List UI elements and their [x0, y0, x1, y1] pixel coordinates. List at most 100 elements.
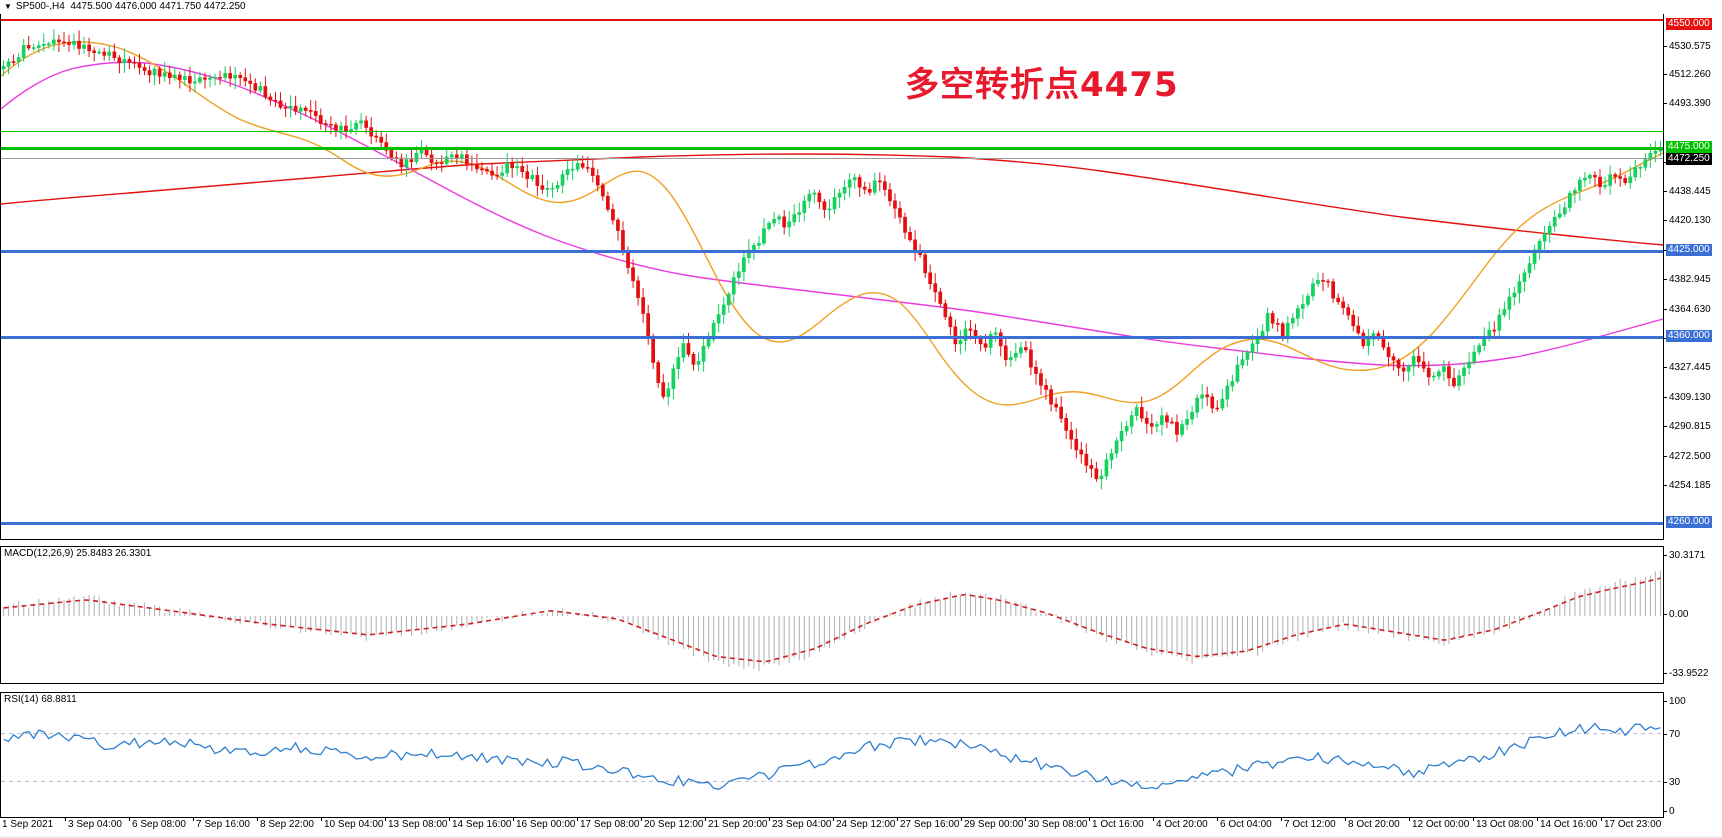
price-tag-last: 4472.250: [1666, 153, 1712, 165]
candlestick-series: [1, 29, 1663, 490]
time-label: 3 Sep 04:00: [68, 819, 122, 830]
time-tick: [449, 818, 450, 821]
time-tick: [1025, 818, 1026, 821]
rsi-tick: 70: [1664, 729, 1722, 741]
rsi-label: RSI(14) 68.8811: [4, 694, 77, 705]
time-label: 13 Oct 08:00: [1476, 819, 1534, 830]
price-tick: 4254.185: [1664, 480, 1722, 492]
time-tick: [513, 818, 514, 821]
macd-pane[interactable]: MACD(12,26,9) 25.8483 26.3301: [0, 546, 1664, 684]
time-tick: [577, 818, 578, 821]
time-label: 24 Sep 12:00: [836, 819, 896, 830]
rsi-line: [3, 722, 1661, 790]
level-line-4475: [1, 147, 1663, 150]
level-line-4260: [1, 522, 1663, 525]
time-label: 6 Oct 04:00: [1220, 819, 1272, 830]
price-tag-4425: 4425.000: [1666, 244, 1712, 256]
time-label: 29 Sep 00:00: [964, 819, 1024, 830]
time-label: 6 Sep 08:00: [132, 819, 186, 830]
time-tick: [1217, 818, 1218, 821]
time-label: 23 Sep 04:00: [772, 819, 832, 830]
time-label: 20 Sep 12:00: [644, 819, 704, 830]
price-tick: 4382.945: [1664, 274, 1722, 286]
rsi-pane[interactable]: RSI(14) 68.8811: [0, 692, 1664, 818]
price-tick: 4493.390: [1664, 98, 1722, 110]
time-tick: [705, 818, 706, 821]
time-tick: [1473, 818, 1474, 821]
chart-header: ▼ SP500-,H4 4475.500 4476.000 4471.750 44…: [0, 0, 1722, 14]
time-label: 14 Sep 16:00: [452, 819, 512, 830]
price-tick: 4309.130: [1664, 392, 1722, 404]
time-tick: [193, 818, 194, 821]
price-tag-4550: 4550.000: [1666, 18, 1712, 30]
time-label: 13 Sep 08:00: [388, 819, 448, 830]
symbol-label: SP500-,H4: [15, 1, 65, 12]
time-label: 7 Oct 12:00: [1284, 819, 1336, 830]
time-tick: [385, 818, 386, 821]
rsi-tick: 30: [1664, 777, 1722, 789]
macd-tick: 30.3171: [1664, 550, 1722, 562]
rsi-tick: 0: [1664, 806, 1722, 818]
level-line-4550: [1, 19, 1663, 21]
time-tick: [961, 818, 962, 821]
bottom-strip: [0, 836, 1722, 838]
time-label: 4 Oct 20:00: [1156, 819, 1208, 830]
rsi-tick: 100: [1664, 696, 1722, 708]
time-label: 14 Oct 16:00: [1540, 819, 1598, 830]
chart-annotation: 多空转折点4475: [905, 65, 1179, 105]
ohlc-values: 4475.500 4476.000 4471.750 4472.250: [70, 1, 246, 12]
time-axis[interactable]: 1 Sep 2021 3 Sep 04:00 6 Sep 08:00 7 Sep 16…: [0, 818, 1722, 838]
time-tick: [769, 818, 770, 821]
macd-canvas: [2, 570, 1662, 672]
time-tick: [833, 818, 834, 821]
macd-tick: -33.9522: [1664, 668, 1722, 680]
rsi-canvas: [1, 722, 1663, 790]
time-label: 8 Sep 22:00: [260, 819, 314, 830]
ma-red-line: [1, 153, 1663, 246]
time-label: 1 Sep 2021: [2, 819, 54, 830]
price-tick: 4530.575: [1664, 41, 1722, 53]
time-tick: [897, 818, 898, 821]
price-tick: 4290.815: [1664, 421, 1722, 433]
time-label: 17 Sep 08:00: [580, 819, 640, 830]
time-tick: [1281, 818, 1282, 821]
macd-scale[interactable]: 30.3171 0.00 -33.9522: [1664, 546, 1722, 684]
price-chart-canvas: [1, 29, 1663, 490]
price-tag-4360: 4360.000: [1666, 330, 1712, 342]
time-label: 10 Sep 04:00: [324, 819, 384, 830]
price-tick: 4327.445: [1664, 362, 1722, 374]
ma-magenta-line: [1, 61, 1663, 367]
level-line-4472-last: [1, 158, 1663, 159]
time-label: 30 Sep 08:00: [1028, 819, 1088, 830]
level-line-4425: [1, 250, 1663, 253]
macd-signal-line: [3, 577, 1661, 663]
price-tick: 4512.260: [1664, 69, 1722, 81]
price-pane[interactable]: [0, 13, 1664, 540]
rsi-scale[interactable]: 100 70 30 0: [1664, 692, 1722, 818]
caret-down-icon[interactable]: ▼: [4, 2, 12, 11]
level-line-4475-top: [1, 131, 1663, 132]
ma-orange-line: [1, 41, 1663, 406]
price-tick: 4438.445: [1664, 186, 1722, 198]
time-tick: [1153, 818, 1154, 821]
price-tag-4475: 4475.000: [1666, 141, 1712, 153]
time-tick: [641, 818, 642, 821]
time-label: 12 Oct 00:00: [1412, 819, 1470, 830]
time-tick: [1345, 818, 1346, 821]
macd-histogram: [2, 570, 1662, 672]
time-tick: [1601, 818, 1602, 821]
macd-label: MACD(12,26,9) 25.8483 26.3301: [4, 548, 152, 559]
price-tick: 4364.630: [1664, 304, 1722, 316]
time-label: 17 Oct 23:00: [1604, 819, 1662, 830]
macd-tick: 0.00: [1664, 609, 1722, 621]
time-label: 8 Oct 20:00: [1348, 819, 1400, 830]
time-label: 7 Sep 16:00: [196, 819, 250, 830]
time-tick: [1089, 818, 1090, 821]
level-line-4360: [1, 336, 1663, 339]
time-tick: [65, 818, 66, 821]
price-scale[interactable]: 4530.5754512.2604493.3904456.7604438.445…: [1664, 13, 1722, 540]
time-label: 27 Sep 16:00: [900, 819, 960, 830]
price-tick: 4420.130: [1664, 215, 1722, 227]
time-label: 21 Sep 20:00: [708, 819, 768, 830]
